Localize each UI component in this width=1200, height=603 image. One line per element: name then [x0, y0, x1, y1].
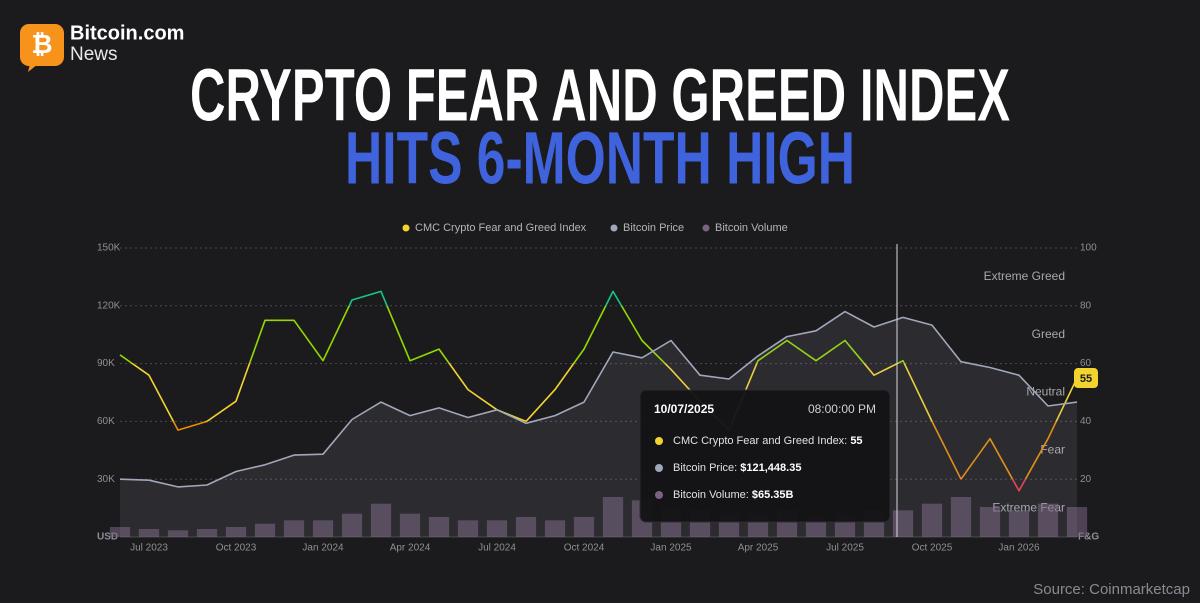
x-tick-label: Apr 2025	[738, 543, 779, 554]
y-tick-label: 150K	[97, 243, 121, 254]
zone-label: Fear	[1040, 442, 1065, 456]
volume-bar	[892, 510, 914, 537]
tooltip-marker	[655, 437, 663, 445]
y2-tick-label: 60	[1080, 358, 1092, 369]
volume-bar	[283, 520, 305, 537]
volume-bar	[167, 530, 189, 537]
volume-bar	[979, 507, 1001, 537]
y-tick-label: 60K	[97, 416, 115, 427]
volume-bar	[428, 517, 450, 537]
tooltip-item: Bitcoin Volume: $65.35B	[673, 489, 794, 501]
tooltip-item: Bitcoin Price: $121,448.35	[673, 462, 801, 474]
x-tick-label: Apr 2024	[390, 543, 431, 554]
tooltip-time: 08:00:00 PM	[808, 402, 876, 416]
legend-marker	[610, 224, 618, 232]
volume-bar	[225, 527, 247, 537]
source: Source: Coinmarketcap	[1033, 581, 1190, 598]
volume-bar	[138, 529, 160, 537]
tooltip-value: $65.35B	[752, 489, 794, 501]
y2-tick-label: 20	[1080, 474, 1092, 485]
fear-greed-line	[119, 290, 1078, 492]
y2-axis-label: F&G	[1078, 532, 1099, 543]
tooltip-value: $121,448.35	[740, 462, 801, 474]
y-axis-label: USD	[97, 532, 118, 543]
tooltip-label: Bitcoin Volume:	[673, 489, 749, 501]
current-value: 55	[1080, 373, 1092, 385]
volume-bar	[921, 503, 943, 537]
brand-logo: ₿	[20, 24, 64, 72]
volume-bar	[950, 497, 972, 537]
legend-label: Bitcoin Volume	[715, 222, 788, 234]
zone-label: Neutral	[1026, 385, 1065, 399]
x-tick-label: Oct 2024	[564, 543, 605, 554]
chart-title: CRYPTO FEAR AND GREED INDEX	[190, 54, 1010, 137]
volume-bar	[1037, 503, 1059, 537]
volume-bar	[515, 517, 537, 537]
volume-bar	[602, 497, 624, 537]
zone-label: Extreme Greed	[984, 269, 1065, 283]
volume-bar	[399, 513, 421, 537]
volume-bar	[312, 520, 334, 537]
volume-bar	[457, 520, 479, 537]
tooltip-label: CMC Crypto Fear and Greed Index:	[673, 435, 847, 447]
y-tick-label: 30K	[97, 474, 115, 485]
volume-bar	[486, 520, 508, 537]
brand-name: Bitcoin.com	[70, 22, 184, 44]
volume-bar	[109, 527, 131, 537]
tooltip: 10/07/2025 08:00:00 PM CMC Crypto Fear and…	[639, 389, 891, 523]
volume-bar	[1066, 507, 1088, 537]
chart-subtitle: HITS 6-MONTH HIGH	[345, 117, 855, 200]
x-tick-label: Oct 2025	[912, 543, 953, 554]
volume-bar	[1008, 510, 1030, 537]
x-tick-label: Jan 2026	[998, 543, 1040, 554]
y-tick-label: 120K	[97, 300, 121, 311]
x-tick-label: Jan 2024	[302, 543, 344, 554]
y-tick-label: 90K	[97, 358, 115, 369]
brand-sub: News	[70, 44, 118, 65]
volume-bar	[341, 513, 363, 537]
tooltip-item: CMC Crypto Fear and Greed Index: 55	[673, 435, 863, 447]
y2-tick-label: 40	[1080, 416, 1092, 427]
current-badge	[1074, 368, 1098, 389]
tooltip-date: 10/07/2025	[654, 402, 714, 416]
tooltip-marker	[655, 464, 663, 472]
legend-marker	[702, 224, 710, 232]
x-tick-label: Jul 2023	[130, 543, 168, 554]
price-line	[119, 310, 1078, 488]
zone-label: Greed	[1032, 327, 1065, 341]
volume-bar	[370, 503, 392, 537]
y2-tick-label: 100	[1080, 243, 1097, 254]
legend-label: CMC Crypto Fear and Greed Index	[415, 222, 587, 234]
volume-bar	[196, 529, 218, 537]
tooltip-marker	[655, 491, 663, 499]
x-tick-label: Jan 2025	[650, 543, 692, 554]
x-tick-label: Oct 2023	[216, 543, 257, 554]
tooltip-value: 55	[850, 435, 862, 447]
x-tick-label: Jul 2025	[826, 543, 864, 554]
volume-bar	[573, 517, 595, 537]
x-tick-label: Jul 2024	[478, 543, 516, 554]
svg-text:₿: ₿	[31, 29, 52, 59]
tooltip-label: Bitcoin Price:	[673, 462, 737, 474]
y2-tick-label: 80	[1080, 300, 1092, 311]
legend-marker	[402, 224, 410, 232]
volume-bar	[254, 523, 276, 537]
volume-bar	[544, 520, 566, 537]
legend-label: Bitcoin Price	[623, 222, 684, 234]
